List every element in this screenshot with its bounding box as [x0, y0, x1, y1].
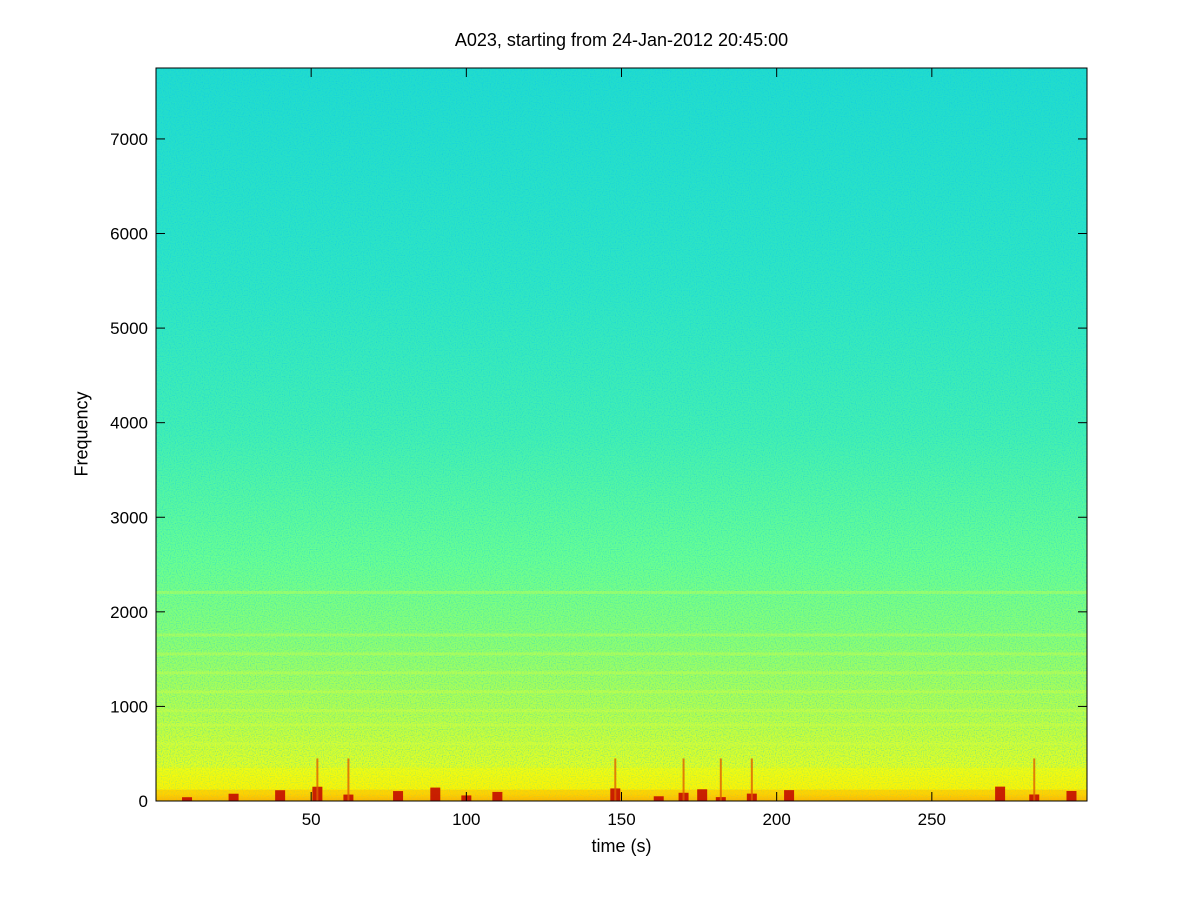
spectrogram-noise — [156, 68, 1087, 801]
y-tick-label: 5000 — [110, 319, 148, 338]
x-tick-label: 150 — [607, 810, 635, 829]
x-tick-label: 200 — [762, 810, 790, 829]
y-tick-label: 6000 — [110, 225, 148, 244]
transient-event — [1066, 790, 1077, 801]
transient-event — [653, 796, 664, 801]
transient-events — [182, 758, 1077, 801]
chart-title: A023, starting from 24-Jan-2012 20:45:00 — [454, 30, 789, 50]
spectral-band — [156, 633, 1087, 637]
spectral-band — [156, 690, 1087, 694]
transient-event — [393, 791, 404, 801]
spectral-band — [156, 590, 1087, 594]
transient-event — [995, 786, 1006, 801]
transient-event — [182, 797, 193, 801]
transient-event — [492, 791, 503, 801]
spectral-band — [156, 709, 1087, 713]
spectral-band — [156, 652, 1087, 656]
x-tick-label: 50 — [302, 810, 321, 829]
transient-event — [784, 790, 795, 801]
spectral-band — [156, 742, 1087, 746]
plot-area — [155, 67, 1088, 802]
spectral-band — [156, 671, 1087, 675]
spectral-band — [156, 723, 1087, 727]
y-tick-label: 4000 — [110, 414, 148, 433]
y-tick-label: 1000 — [110, 697, 148, 716]
transient-event — [697, 789, 708, 801]
transient-event — [275, 790, 286, 801]
x-axis-label: time (s) — [591, 836, 652, 856]
y-tick-label: 2000 — [110, 603, 148, 622]
y-tick-label: 7000 — [110, 130, 148, 149]
transient-event — [228, 793, 239, 801]
x-ticks: 50 100 150 200 250 — [302, 68, 946, 829]
x-tick-label: 250 — [918, 810, 946, 829]
y-tick-label: 0 — [139, 792, 148, 811]
y-tick-label: 3000 — [110, 508, 148, 527]
x-tick-label: 100 — [452, 810, 480, 829]
transient-event — [430, 787, 441, 801]
y-ticks: 0 1000 2000 3000 4000 5000 6000 7000 — [110, 130, 1087, 811]
